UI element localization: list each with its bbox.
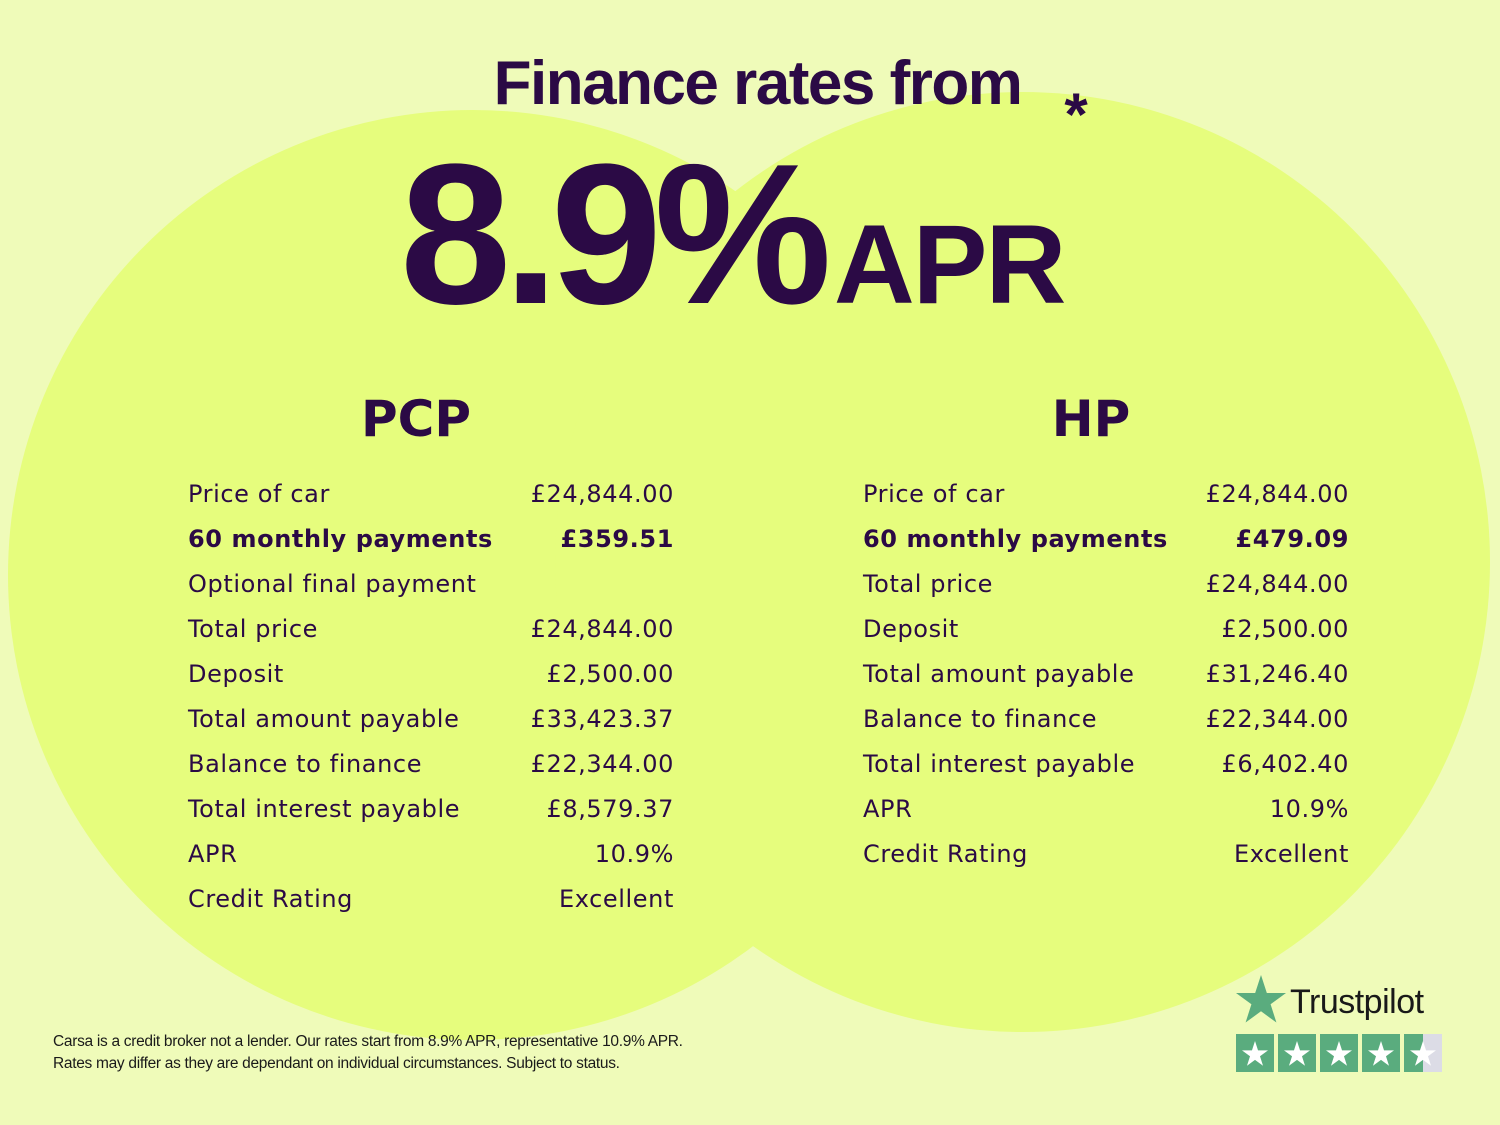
trustpilot-rating — [1236, 1034, 1442, 1072]
row-label: Total amount payable — [188, 705, 460, 733]
headline-title: Finance rates from — [493, 49, 1023, 118]
row-value: £359.51 — [560, 525, 674, 553]
row-value: £24,844.00 — [1205, 570, 1349, 598]
row-label: 60 monthly payments — [863, 525, 1168, 553]
rating-star-icon — [1236, 1034, 1274, 1072]
background-circle-right — [555, 92, 1490, 1032]
hp-row: Balance to finance £22,344.00 — [863, 697, 1349, 742]
rating-star-icon — [1278, 1034, 1316, 1072]
row-value: £24,844.00 — [1205, 480, 1349, 508]
row-label: Total price — [863, 570, 994, 598]
hp-table: HP Price of car £24,844.00 60 monthly paym… — [863, 390, 1349, 877]
trustpilot-star-icon — [1236, 975, 1286, 1023]
disclaimer: Carsa is a credit broker not a lender. O… — [53, 1031, 683, 1075]
row-label: Price of car — [188, 480, 330, 508]
pcp-row: APR 10.9% — [188, 832, 674, 877]
row-value: £24,844.00 — [530, 615, 674, 643]
row-value: £2,500.00 — [546, 660, 674, 688]
hp-row: APR 10.9% — [863, 787, 1349, 832]
row-value: 10.9% — [594, 840, 674, 868]
row-label: Total interest payable — [188, 795, 461, 823]
row-label: Total price — [188, 615, 319, 643]
hp-row: Total price £24,844.00 — [863, 562, 1349, 607]
row-value: £31,246.40 — [1205, 660, 1349, 688]
pcp-title: PCP — [361, 390, 471, 448]
row-value: £479.09 — [1235, 525, 1349, 553]
row-label: Total interest payable — [863, 750, 1136, 778]
hp-title: HP — [1051, 390, 1131, 448]
row-value: £24,844.00 — [530, 480, 674, 508]
pcp-row: Balance to finance £22,344.00 — [188, 742, 674, 787]
pcp-table: PCP Price of car £24,844.00 60 monthly pay… — [188, 390, 674, 922]
row-value: £22,344.00 — [1205, 705, 1349, 733]
rating-star-icon — [1404, 1034, 1442, 1072]
row-label: Optional final payment — [188, 570, 477, 598]
pcp-row: Deposit £2,500.00 — [188, 652, 674, 697]
row-value: £8,579.37 — [546, 795, 674, 823]
pcp-row: Credit Rating Excellent — [188, 877, 674, 922]
row-label: Deposit — [188, 660, 284, 688]
row-value: £33,423.37 — [530, 705, 674, 733]
row-label: Balance to finance — [863, 705, 1098, 733]
pcp-row: 60 monthly payments £359.51 — [188, 517, 674, 562]
hp-row: Credit Rating Excellent — [863, 832, 1349, 877]
row-label: 60 monthly payments — [188, 525, 493, 553]
rate-suffix: APR — [833, 202, 1066, 327]
pcp-row: Price of car £24,844.00 — [188, 472, 674, 517]
pcp-row: Optional final payment — [188, 562, 674, 607]
row-value: £22,344.00 — [530, 750, 674, 778]
row-value: Excellent — [558, 885, 674, 913]
rating-star-icon — [1320, 1034, 1358, 1072]
hp-row: Price of car £24,844.00 — [863, 472, 1349, 517]
row-label: APR — [863, 795, 913, 823]
disclaimer-line-2: Rates may differ as they are dependant o… — [53, 1055, 620, 1072]
row-value: Excellent — [1233, 840, 1349, 868]
row-label: Balance to finance — [188, 750, 423, 778]
row-label: APR — [188, 840, 238, 868]
row-value: £2,500.00 — [1221, 615, 1349, 643]
asterisk: * — [1064, 81, 1088, 148]
row-label: Price of car — [863, 480, 1005, 508]
trustpilot-name: Trustpilot — [1290, 983, 1424, 1021]
row-value: £6,402.40 — [1221, 750, 1349, 778]
rate-value: 8.9% — [400, 123, 832, 346]
row-label: Credit Rating — [863, 840, 1028, 868]
headline-rate: 8.9%APR * — [400, 81, 1088, 350]
hp-row: Total amount payable £31,246.40 — [863, 652, 1349, 697]
pcp-row: Total interest payable £8,579.37 — [188, 787, 674, 832]
rating-star-icon — [1362, 1034, 1400, 1072]
hp-row: Deposit £2,500.00 — [863, 607, 1349, 652]
row-value: 10.9% — [1269, 795, 1349, 823]
disclaimer-line-1: Carsa is a credit broker not a lender. O… — [53, 1033, 683, 1050]
row-label: Total amount payable — [863, 660, 1135, 688]
pcp-row: Total amount payable £33,423.37 — [188, 697, 674, 742]
hp-row: 60 monthly payments £479.09 — [863, 517, 1349, 562]
row-label: Credit Rating — [188, 885, 353, 913]
pcp-row: Total price £24,844.00 — [188, 607, 674, 652]
hp-row: Total interest payable £6,402.40 — [863, 742, 1349, 787]
row-label: Deposit — [863, 615, 959, 643]
